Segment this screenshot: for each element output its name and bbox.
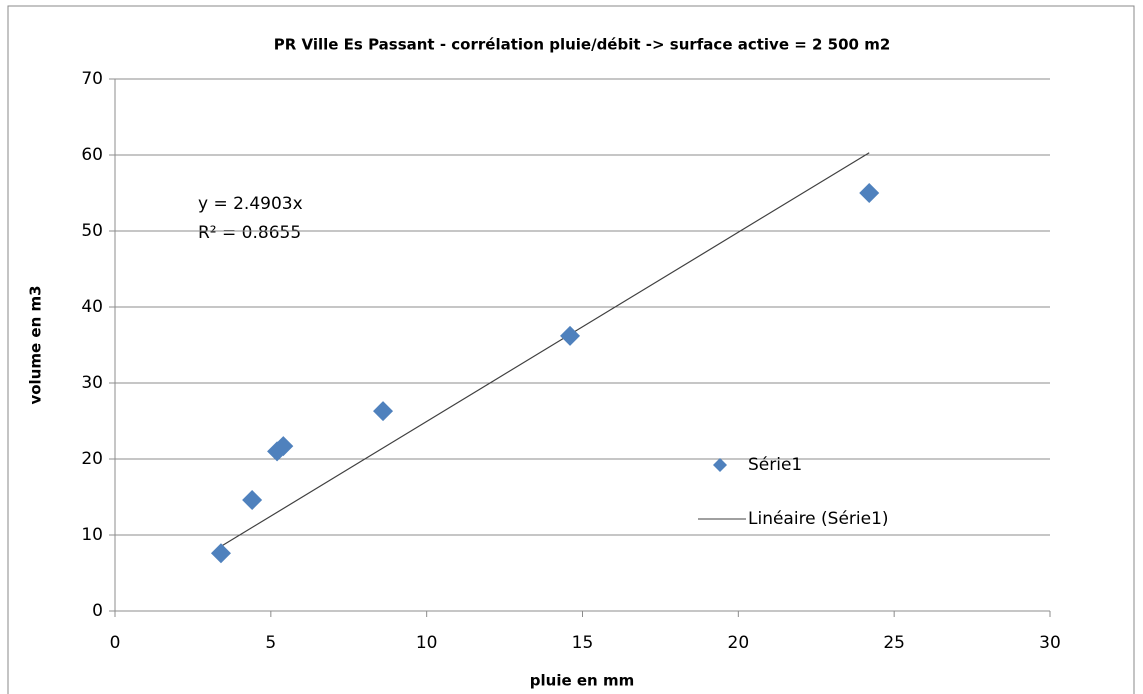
legend-label: Série1	[748, 455, 802, 475]
y-tick-label: 10	[81, 525, 103, 545]
point	[210, 543, 231, 564]
trendline	[220, 152, 870, 547]
point	[859, 183, 880, 203]
legend-label: Linéaire (Série1)	[748, 509, 889, 529]
y-tick-label: 60	[81, 145, 103, 165]
x-tick-label: 0	[110, 633, 121, 653]
y-tick-label: 20	[81, 449, 103, 469]
y-tick-label: 50	[81, 221, 103, 241]
x-tick-label: 15	[572, 633, 594, 653]
y-axis-label: volume en m3	[27, 285, 45, 404]
legend-marker	[713, 458, 727, 472]
x-axis-label: pluie en mm	[530, 672, 634, 690]
x-tick-label: 5	[265, 633, 276, 653]
x-tick-label: 20	[728, 633, 750, 653]
chart-border	[7, 5, 1135, 694]
y-tick-label: 30	[81, 373, 103, 393]
y-tick-label: 0	[92, 601, 103, 621]
point	[273, 436, 294, 457]
x-tick-label: 30	[1039, 633, 1061, 653]
equation: y = 2.4903x	[198, 194, 303, 214]
chart-title: PR Ville Es Passant - corrélation pluie/…	[274, 36, 891, 54]
x-tick-label: 10	[416, 633, 438, 653]
y-tick-label: 70	[81, 69, 103, 89]
point	[560, 325, 581, 346]
point	[373, 401, 394, 422]
r-squared: R² = 0.8655	[198, 223, 301, 243]
point	[242, 490, 263, 511]
y-tick-label: 40	[81, 297, 103, 317]
x-tick-label: 25	[883, 633, 905, 653]
